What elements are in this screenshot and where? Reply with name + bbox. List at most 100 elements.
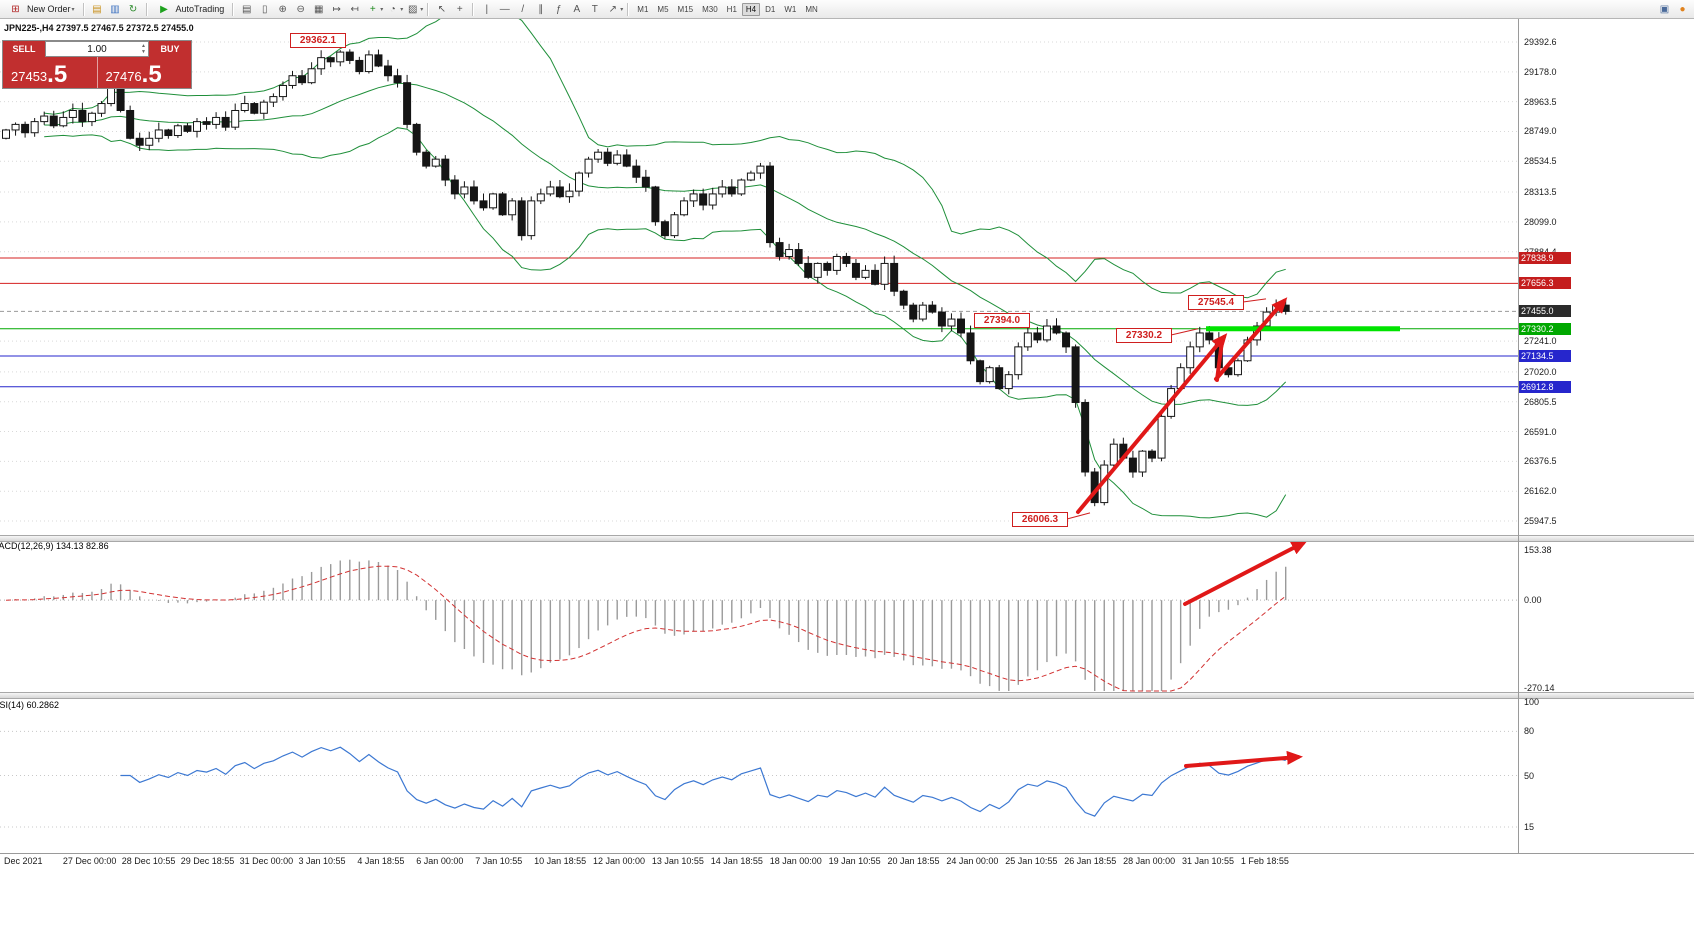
timeframe-d1[interactable]: D1 bbox=[765, 4, 776, 14]
chevron-down-icon[interactable]: ▾ bbox=[420, 6, 424, 13]
toolbar-group-windows: ▤ ▥ ↻ bbox=[89, 2, 142, 17]
cursor-icon[interactable]: ↖ bbox=[437, 3, 446, 15]
rsi-axis-label: 80 bbox=[1524, 726, 1535, 737]
toolbar-separator bbox=[627, 2, 630, 16]
indicators-icon[interactable]: + bbox=[369, 3, 376, 15]
price-axis-label: 27884.4 bbox=[1524, 247, 1557, 257]
pane-separator[interactable] bbox=[0, 535, 1694, 542]
price-flag[interactable]: 27330.2 bbox=[1116, 328, 1172, 343]
macd-label: MACD(12,26,9) 134.13 82.86 bbox=[0, 541, 109, 551]
chart-area[interactable] bbox=[0, 18, 1518, 535]
periods-icon[interactable]: ◔ bbox=[389, 3, 396, 15]
candlestick-chart-icon[interactable]: ▯ bbox=[261, 3, 268, 15]
macd-axis-label: -270.14 bbox=[1524, 683, 1555, 694]
price-axis-label: 26376.5 bbox=[1524, 456, 1557, 467]
chevron-down-icon[interactable]: ▾ bbox=[400, 6, 404, 13]
text-icon[interactable]: A bbox=[573, 3, 581, 15]
price-axis-line bbox=[1518, 18, 1519, 853]
trendline-icon[interactable]: / bbox=[521, 3, 525, 15]
sell-button[interactable]: SELL bbox=[3, 41, 45, 57]
volume-input[interactable]: 1.00 ▲ ▼ bbox=[45, 41, 149, 57]
market-watch-icon[interactable]: ▤ bbox=[92, 3, 102, 15]
level-price-badge: 27330.2 bbox=[1519, 322, 1571, 335]
tile-windows-icon[interactable]: ▦ bbox=[314, 3, 324, 15]
label-icon[interactable]: T bbox=[591, 3, 598, 15]
time-axis-label: 12 Jan 00:00 bbox=[593, 856, 646, 866]
timeframe-mn[interactable]: MN bbox=[805, 4, 818, 14]
bar-chart-icon[interactable]: ▤ bbox=[242, 3, 252, 15]
price-axis-label: 28313.5 bbox=[1524, 187, 1557, 198]
buy-price[interactable]: 27476 .5 bbox=[98, 57, 192, 88]
toolbar-group-drawing: | — / ∥ ƒ A T ↗ ▾ bbox=[478, 2, 623, 17]
timeframe-m30[interactable]: M30 bbox=[702, 4, 718, 14]
time-axis-label: 20 Jan 18:55 bbox=[887, 856, 940, 866]
data-window-icon[interactable]: ▥ bbox=[110, 3, 120, 15]
community-icon[interactable]: ● bbox=[1679, 3, 1686, 15]
time-axis-label: 28 Dec 10:55 bbox=[121, 856, 176, 866]
sell-price[interactable]: 27453 .5 bbox=[3, 57, 98, 88]
volume-spinner[interactable]: ▲ ▼ bbox=[141, 43, 146, 55]
pane-separator[interactable] bbox=[0, 692, 1694, 699]
zoom-out-icon[interactable]: ⊖ bbox=[296, 3, 305, 15]
auto-scroll-icon[interactable]: ↦ bbox=[332, 3, 341, 15]
chart-caption: JPN225-,H4 27397.5 27467.5 27372.5 27455… bbox=[4, 23, 194, 33]
time-axis-label: 25 Jan 10:55 bbox=[1005, 856, 1058, 866]
time-axis-label: 24 Jan 00:00 bbox=[946, 856, 999, 866]
arrow-tools-icon[interactable]: ↗ bbox=[608, 3, 617, 15]
time-axis-label: 31 Jan 10:55 bbox=[1182, 856, 1235, 866]
price-flag[interactable]: 27545.4 bbox=[1188, 295, 1244, 310]
timeframe-h1[interactable]: H1 bbox=[726, 4, 737, 14]
navigator-icon[interactable]: ↻ bbox=[128, 3, 138, 15]
level-price-badge: 27656.3 bbox=[1519, 277, 1571, 290]
toolbar-separator bbox=[232, 2, 235, 16]
rsi-pane[interactable] bbox=[0, 698, 1518, 853]
time-axis-label: 31 Dec 00:00 bbox=[239, 856, 294, 866]
time-axis-label: 19 Jan 10:55 bbox=[828, 856, 881, 866]
price-flag[interactable]: 26006.3 bbox=[1012, 512, 1068, 527]
autotrading-button[interactable]: ▶ AutoTrading bbox=[152, 2, 229, 17]
templates-icon[interactable]: ▨ bbox=[408, 3, 418, 15]
autotrading-play-icon: ▶ bbox=[160, 3, 168, 15]
one-click-trading-panel: SELL 1.00 ▲ ▼ BUY 27453 .5 27476 .5 bbox=[2, 40, 192, 89]
sell-price-frac: .5 bbox=[47, 61, 68, 88]
price-flag[interactable]: 27394.0 bbox=[974, 313, 1030, 328]
time-axis-label: 18 Jan 00:00 bbox=[769, 856, 822, 866]
price-axis-label: 28099.0 bbox=[1524, 216, 1557, 227]
time-axis-label: 1 Feb 18:55 bbox=[1240, 856, 1289, 866]
price-axis-label: 28749.0 bbox=[1524, 126, 1557, 137]
macd-pane[interactable] bbox=[0, 540, 1518, 692]
chart-shift-icon[interactable]: ↤ bbox=[350, 3, 359, 15]
channel-icon[interactable]: ∥ bbox=[538, 3, 544, 15]
macd-axis-label: 0.00 bbox=[1524, 595, 1542, 606]
new-order-icon: ⊞ bbox=[11, 3, 20, 15]
autotrading-label: AutoTrading bbox=[175, 4, 225, 14]
timeframe-w1[interactable]: W1 bbox=[784, 4, 797, 14]
buy-button[interactable]: BUY bbox=[149, 41, 191, 57]
new-window-icon[interactable]: ▣ bbox=[1659, 3, 1670, 15]
chevron-down-icon[interactable]: ▾ bbox=[71, 6, 75, 13]
time-axis-label: 6 Jan 00:00 bbox=[416, 856, 464, 866]
price-axis-label: 26162.0 bbox=[1524, 486, 1557, 497]
fibonacci-icon[interactable]: ƒ bbox=[556, 3, 562, 15]
level-price-badge: 27134.5 bbox=[1519, 349, 1571, 362]
timeframe-m15[interactable]: M15 bbox=[677, 4, 694, 14]
buy-price-frac: .5 bbox=[141, 61, 162, 88]
chevron-down-icon[interactable]: ▾ bbox=[620, 6, 624, 13]
timeframe-m1[interactable]: M1 bbox=[637, 4, 649, 14]
level-price-badge: 27838.9 bbox=[1519, 252, 1571, 265]
zoom-in-icon[interactable]: ⊕ bbox=[278, 3, 287, 15]
timeframe-m5[interactable]: M5 bbox=[657, 4, 669, 14]
toolbar-group-charts: ▤ ▯ ⊕ ⊖ ▦ ↦ ↤ + ▾ ◔ ▾ ▨ ▾ bbox=[238, 2, 423, 17]
crosshair-icon[interactable]: + bbox=[456, 3, 463, 15]
rsi-label: RSI(14) 60.2862 bbox=[0, 700, 60, 710]
vertical-line-icon[interactable]: | bbox=[485, 3, 489, 15]
chevron-down-icon[interactable]: ▾ bbox=[380, 6, 384, 13]
toolbar-separator bbox=[145, 2, 148, 16]
horizontal-line-icon[interactable]: — bbox=[499, 3, 510, 15]
new-order-button[interactable]: ⊞ New Order ▾ bbox=[3, 2, 79, 17]
price-axis-label: 27241.0 bbox=[1524, 336, 1557, 347]
price-flag[interactable]: 29362.1 bbox=[290, 33, 346, 48]
timeframe-h4[interactable]: H4 bbox=[741, 2, 761, 16]
time-axis-label: Dec 2021 bbox=[4, 856, 43, 866]
time-axis-label: 14 Jan 18:55 bbox=[710, 856, 763, 866]
